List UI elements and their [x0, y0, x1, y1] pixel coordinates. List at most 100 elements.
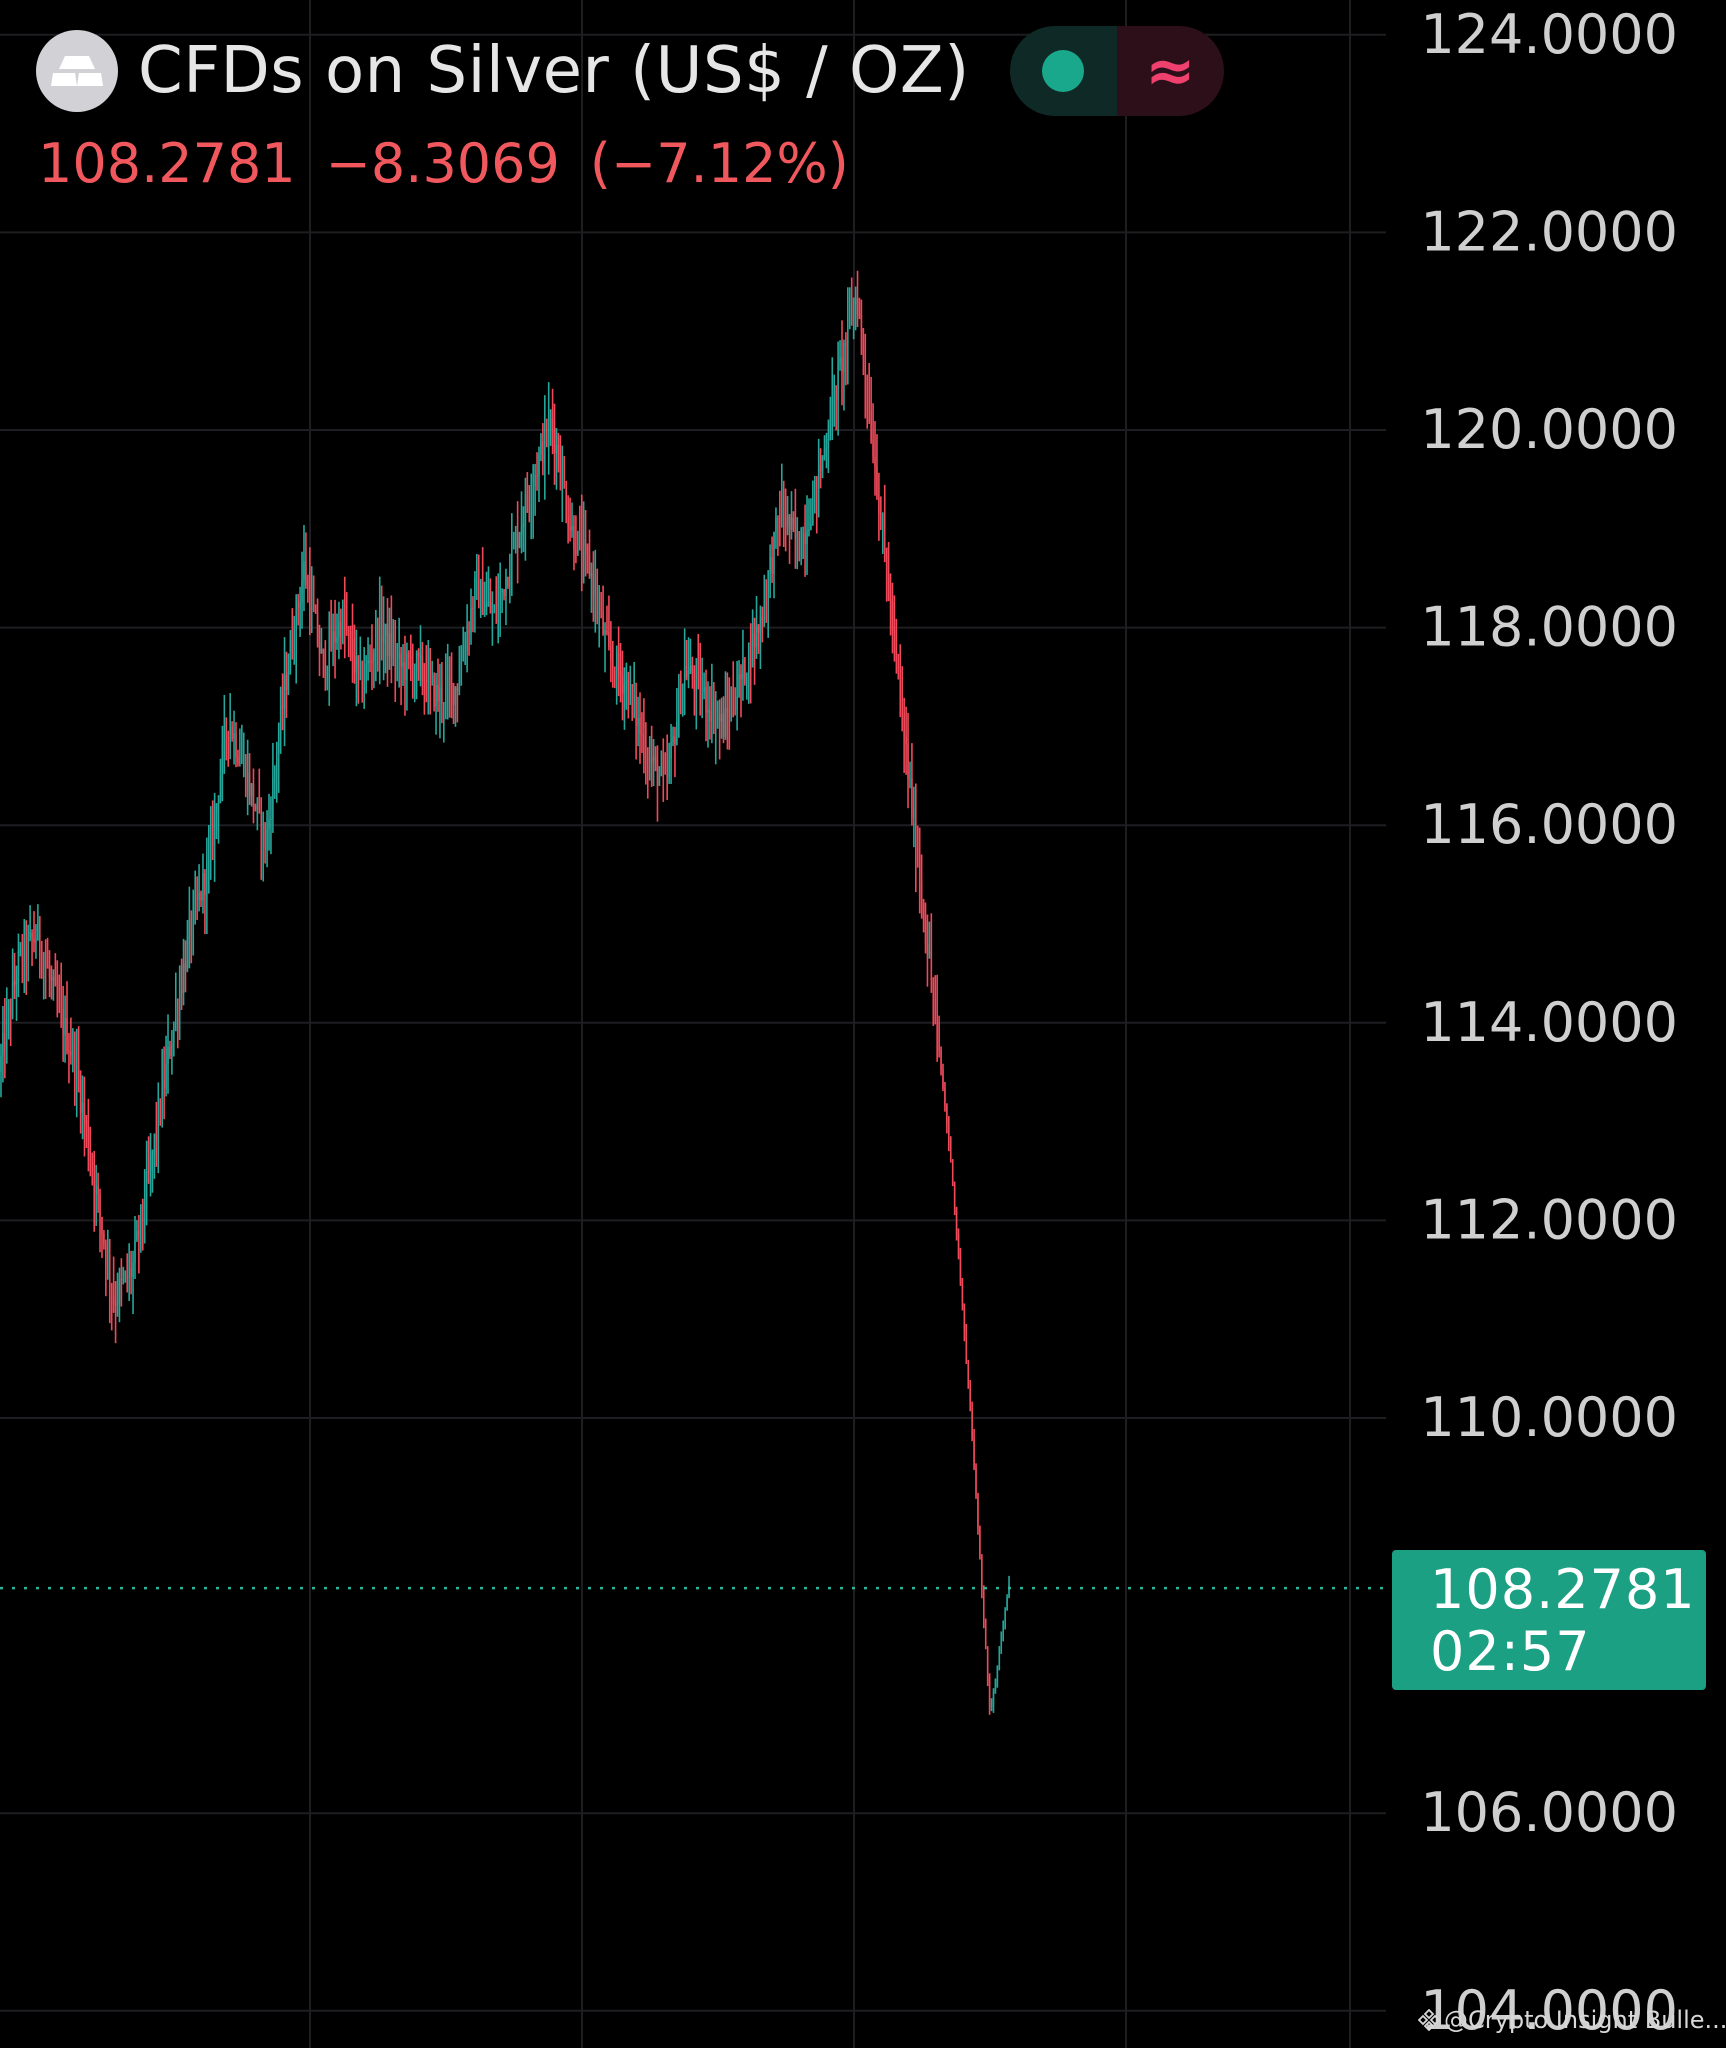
wave-indicator-icon[interactable]: ≈ — [1116, 26, 1224, 116]
candle-body — [955, 1208, 958, 1234]
market-open-dot-icon[interactable] — [1009, 26, 1117, 116]
candle-body — [39, 921, 41, 953]
price-axis[interactable]: 124.0000 122.0000 120.0000 118.0000 116.0000… — [1420, 3, 1678, 2042]
candle-body — [565, 487, 567, 517]
candle-body — [10, 1006, 12, 1015]
candle-body — [153, 1134, 156, 1153]
candle-body — [483, 608, 486, 615]
candle-body — [252, 783, 255, 807]
candle-body — [369, 660, 371, 663]
candle-body — [342, 608, 344, 638]
candle-body — [676, 722, 678, 745]
candle-body — [13, 981, 16, 985]
candle-body — [243, 759, 245, 761]
candle-body — [448, 677, 451, 683]
status-pill[interactable]: ≈ — [1009, 26, 1224, 116]
candle-body — [217, 801, 220, 805]
candle-body — [270, 818, 272, 821]
candle-body — [874, 456, 876, 467]
candle-body — [808, 529, 810, 532]
candle-body — [548, 419, 550, 442]
candle-body — [689, 665, 692, 672]
candle-body — [860, 315, 863, 333]
current-price-tag: 108.2781 02:57 — [1392, 1550, 1706, 1690]
candle-body — [757, 625, 760, 633]
candle-body — [569, 527, 571, 531]
candle-body — [977, 1494, 979, 1527]
candle-body — [431, 675, 433, 677]
candle-body — [753, 634, 756, 648]
candle-body — [336, 637, 338, 643]
candle-body — [936, 1010, 938, 1023]
candle-body — [718, 715, 721, 722]
candle-body — [775, 517, 777, 532]
candle-body — [175, 1008, 177, 1024]
candle-body — [971, 1409, 973, 1439]
candle-body — [794, 524, 797, 539]
candle-body — [755, 625, 758, 648]
axis-tick-label: 120.0000 — [1420, 398, 1678, 461]
candle-body — [97, 1185, 99, 1194]
candle-body — [487, 601, 490, 604]
candle-body — [678, 691, 680, 723]
candle-body — [516, 532, 519, 548]
candle-body — [994, 1679, 997, 1692]
candle-body — [699, 672, 701, 698]
candle-body — [623, 683, 626, 694]
candle-body — [647, 761, 649, 768]
candle-body — [470, 607, 472, 633]
candle-body — [542, 441, 544, 464]
axis-tick-label: 116.0000 — [1420, 793, 1678, 856]
candle-body — [324, 654, 327, 678]
candle-body — [938, 1022, 940, 1051]
candle-body — [961, 1283, 964, 1308]
candle-body — [478, 575, 480, 607]
candle-body — [617, 653, 620, 672]
candle-body — [573, 525, 575, 551]
candle-body — [476, 575, 478, 578]
candle-body — [8, 1006, 10, 1017]
candle-body — [610, 646, 612, 660]
candle-body — [435, 684, 437, 707]
candle-body — [827, 438, 830, 449]
candle-body — [779, 519, 781, 521]
candle-body — [819, 465, 822, 472]
candle-body — [986, 1649, 989, 1677]
candle-body — [37, 921, 39, 940]
candle-body — [466, 631, 468, 651]
candle-body — [1008, 1584, 1010, 1598]
candle-body — [144, 1206, 146, 1216]
candle-body — [200, 892, 202, 901]
candle-body — [856, 298, 859, 315]
candle-body — [837, 363, 839, 401]
candle-body — [932, 979, 934, 999]
candle-body — [709, 709, 711, 722]
candle-body — [91, 1162, 93, 1173]
candle-body — [600, 608, 602, 611]
candle-body — [2, 1032, 4, 1056]
candle-body — [400, 653, 402, 667]
candle-body — [751, 634, 754, 668]
price-change-percent: (−7.12%) — [589, 132, 849, 195]
candle-body — [293, 645, 295, 653]
candle-body — [800, 558, 802, 560]
silver-bars-icon[interactable] — [36, 30, 118, 112]
candle-body — [604, 630, 606, 635]
candle-body — [821, 455, 824, 472]
candle-body — [905, 737, 907, 745]
candle-body — [627, 679, 630, 704]
symbol-title[interactable]: CFDs on Silver (US$ / OZ) — [138, 34, 970, 108]
candle-body — [804, 533, 806, 544]
candle-body — [27, 936, 29, 961]
candle-body — [641, 734, 643, 736]
candle-body — [11, 981, 14, 1015]
candle-body — [584, 539, 587, 546]
candle-body — [62, 1008, 64, 1036]
candle-body — [316, 613, 319, 644]
candle-body — [332, 631, 334, 649]
candle-body — [163, 1080, 165, 1089]
candle-body — [320, 649, 323, 654]
candle-body — [581, 533, 583, 561]
candle-body — [656, 759, 659, 786]
